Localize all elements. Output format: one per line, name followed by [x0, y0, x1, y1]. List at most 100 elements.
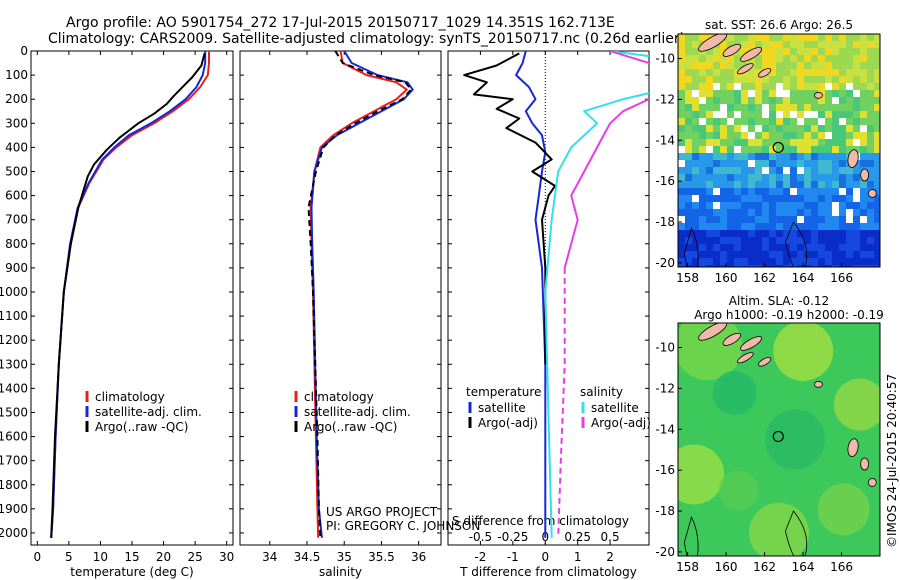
y-tick-label: 900	[5, 261, 28, 275]
x-tick-label: 34	[262, 550, 277, 564]
x2-tick-label: -0.5	[469, 530, 492, 544]
x-tick-label: 166	[830, 271, 853, 285]
map-frame	[677, 322, 881, 557]
y-tick-label: -12	[655, 381, 675, 395]
x-tick-label: 30	[219, 550, 234, 564]
legend-group-title: salinity	[580, 385, 623, 399]
y-tick-label: 1100	[0, 309, 28, 323]
argo-location-marker	[772, 430, 784, 443]
x-tick-label: 166	[830, 560, 853, 574]
series-line-satellite-adj-clim-	[310, 51, 414, 538]
series-line-salinity-argo-adj-	[563, 51, 649, 269]
x-tick-label: -2	[474, 550, 486, 564]
x-axis-label: T difference from climatology	[459, 565, 637, 579]
y-tick-label: 1800	[0, 478, 28, 492]
y-tick-label: 200	[5, 92, 28, 106]
x-tick-label: 10	[93, 550, 108, 564]
x-tick-label: 5	[65, 550, 73, 564]
anomaly-blob	[749, 502, 809, 556]
header-line-1: Argo profile: AO 5901754_272 17-Jul-2015…	[66, 15, 615, 31]
plot-frame	[30, 50, 234, 546]
x-tick-label: 34.5	[294, 550, 321, 564]
y-tick-label: 1900	[0, 502, 28, 516]
sst-map-panel: sat. SST: 26.6 Argo: 26.5 158 160 162 164 166…	[655, 18, 881, 285]
reef-contour	[785, 221, 808, 267]
x-tick-label: 20	[156, 550, 171, 564]
y-tick-label: 1300	[0, 357, 28, 371]
land-mass	[814, 380, 823, 388]
map-subtitle: Argo h1000: -0.19 h2000: -0.19	[694, 308, 884, 322]
imos-timestamp: ©IMOS 24-Jul-2015 20:40:57	[885, 374, 899, 548]
legend-label: climatology	[304, 390, 374, 404]
series-line-temperature-satellite	[515, 51, 547, 538]
legend-label: Argo(-adj)	[591, 416, 651, 430]
land-mass	[860, 457, 870, 471]
y-tick-label: -16	[655, 174, 675, 188]
x-tick-label: 36	[411, 550, 426, 564]
land-mass	[722, 43, 742, 57]
x-tick-label: 158	[676, 271, 699, 285]
series-line-salinity-argo-deep	[557, 267, 566, 538]
legend-label: satellite-adj. clim.	[95, 405, 202, 419]
x-tick-label: 164	[792, 560, 815, 574]
land-mass	[722, 332, 742, 346]
plot-frame	[447, 50, 650, 546]
series-line-salinity-satellite	[544, 51, 649, 538]
x-tick-label: 0	[541, 550, 549, 564]
header-line-2: Climatology: CARS2009. Satellite-adjuste…	[48, 31, 685, 47]
x2-tick-label: 0.25	[564, 530, 591, 544]
series-group	[463, 51, 649, 538]
reef-contour	[785, 510, 808, 556]
x-tick-label: 164	[792, 271, 815, 285]
y-tick-label: -10	[655, 341, 675, 355]
x-tick-label: 25	[187, 550, 202, 564]
y-tick-label: 400	[5, 140, 28, 154]
map-frame	[677, 33, 881, 268]
x-tick-label: 35.5	[368, 550, 395, 564]
map-field	[678, 323, 880, 556]
legend-label: climatology	[95, 390, 165, 404]
land-mass	[740, 47, 763, 62]
land-mass	[740, 336, 763, 351]
series-group	[307, 51, 414, 538]
series-line-argo-raw-qc-	[307, 51, 413, 538]
pi-credit: PI: GREGORY C. JOHNSON	[326, 519, 480, 533]
x-tick-label: 160	[715, 560, 738, 574]
land-mass	[847, 438, 859, 457]
x-tick-label: 35	[337, 550, 352, 564]
map-title: sat. SST: 26.6 Argo: 26.5	[705, 18, 853, 32]
x-tick-label: 158	[676, 560, 699, 574]
y-tick-label: -20	[655, 545, 675, 559]
y-tick-label: -14	[655, 133, 675, 147]
y-tick-label: 1000	[0, 285, 28, 299]
series-line-argo-raw-qc-	[50, 53, 206, 538]
land-mass	[867, 478, 877, 487]
y-tick-label: -12	[655, 92, 675, 106]
y-tick-label: 1200	[0, 333, 28, 347]
land-mass	[757, 68, 772, 78]
legend-label: Argo(..raw -QC)	[95, 420, 188, 434]
anomaly-blob	[718, 470, 759, 511]
land-mass	[736, 352, 754, 364]
y-tick-label: 1700	[0, 454, 28, 468]
y-tick-label: 600	[5, 189, 28, 203]
x-tick-label: 162	[753, 560, 776, 574]
series-group	[50, 51, 210, 538]
reef-contour	[684, 516, 699, 556]
y-tick-label: 2000	[0, 526, 28, 540]
x-tick-label: 1	[574, 550, 582, 564]
map-title: Altim. SLA: -0.12	[729, 294, 829, 308]
argo-location-marker	[772, 141, 784, 154]
y-tick-label: -18	[655, 215, 675, 229]
y-tick-label: 1500	[0, 405, 28, 419]
x-tick-label: 15	[124, 550, 139, 564]
y-tick-label: 500	[5, 164, 28, 178]
x-tick-label: 162	[753, 271, 776, 285]
temperature-profile-panel: 0100200300400500600700800900100011001200…	[0, 44, 234, 579]
y-tick-label: 300	[5, 116, 28, 130]
salinity-profile-panel: 34 34.5 35 35.5 36 salinity climatologysatelli…	[239, 50, 442, 579]
y-tick-label: -20	[655, 256, 675, 270]
x-axis-label: salinity	[319, 565, 362, 579]
